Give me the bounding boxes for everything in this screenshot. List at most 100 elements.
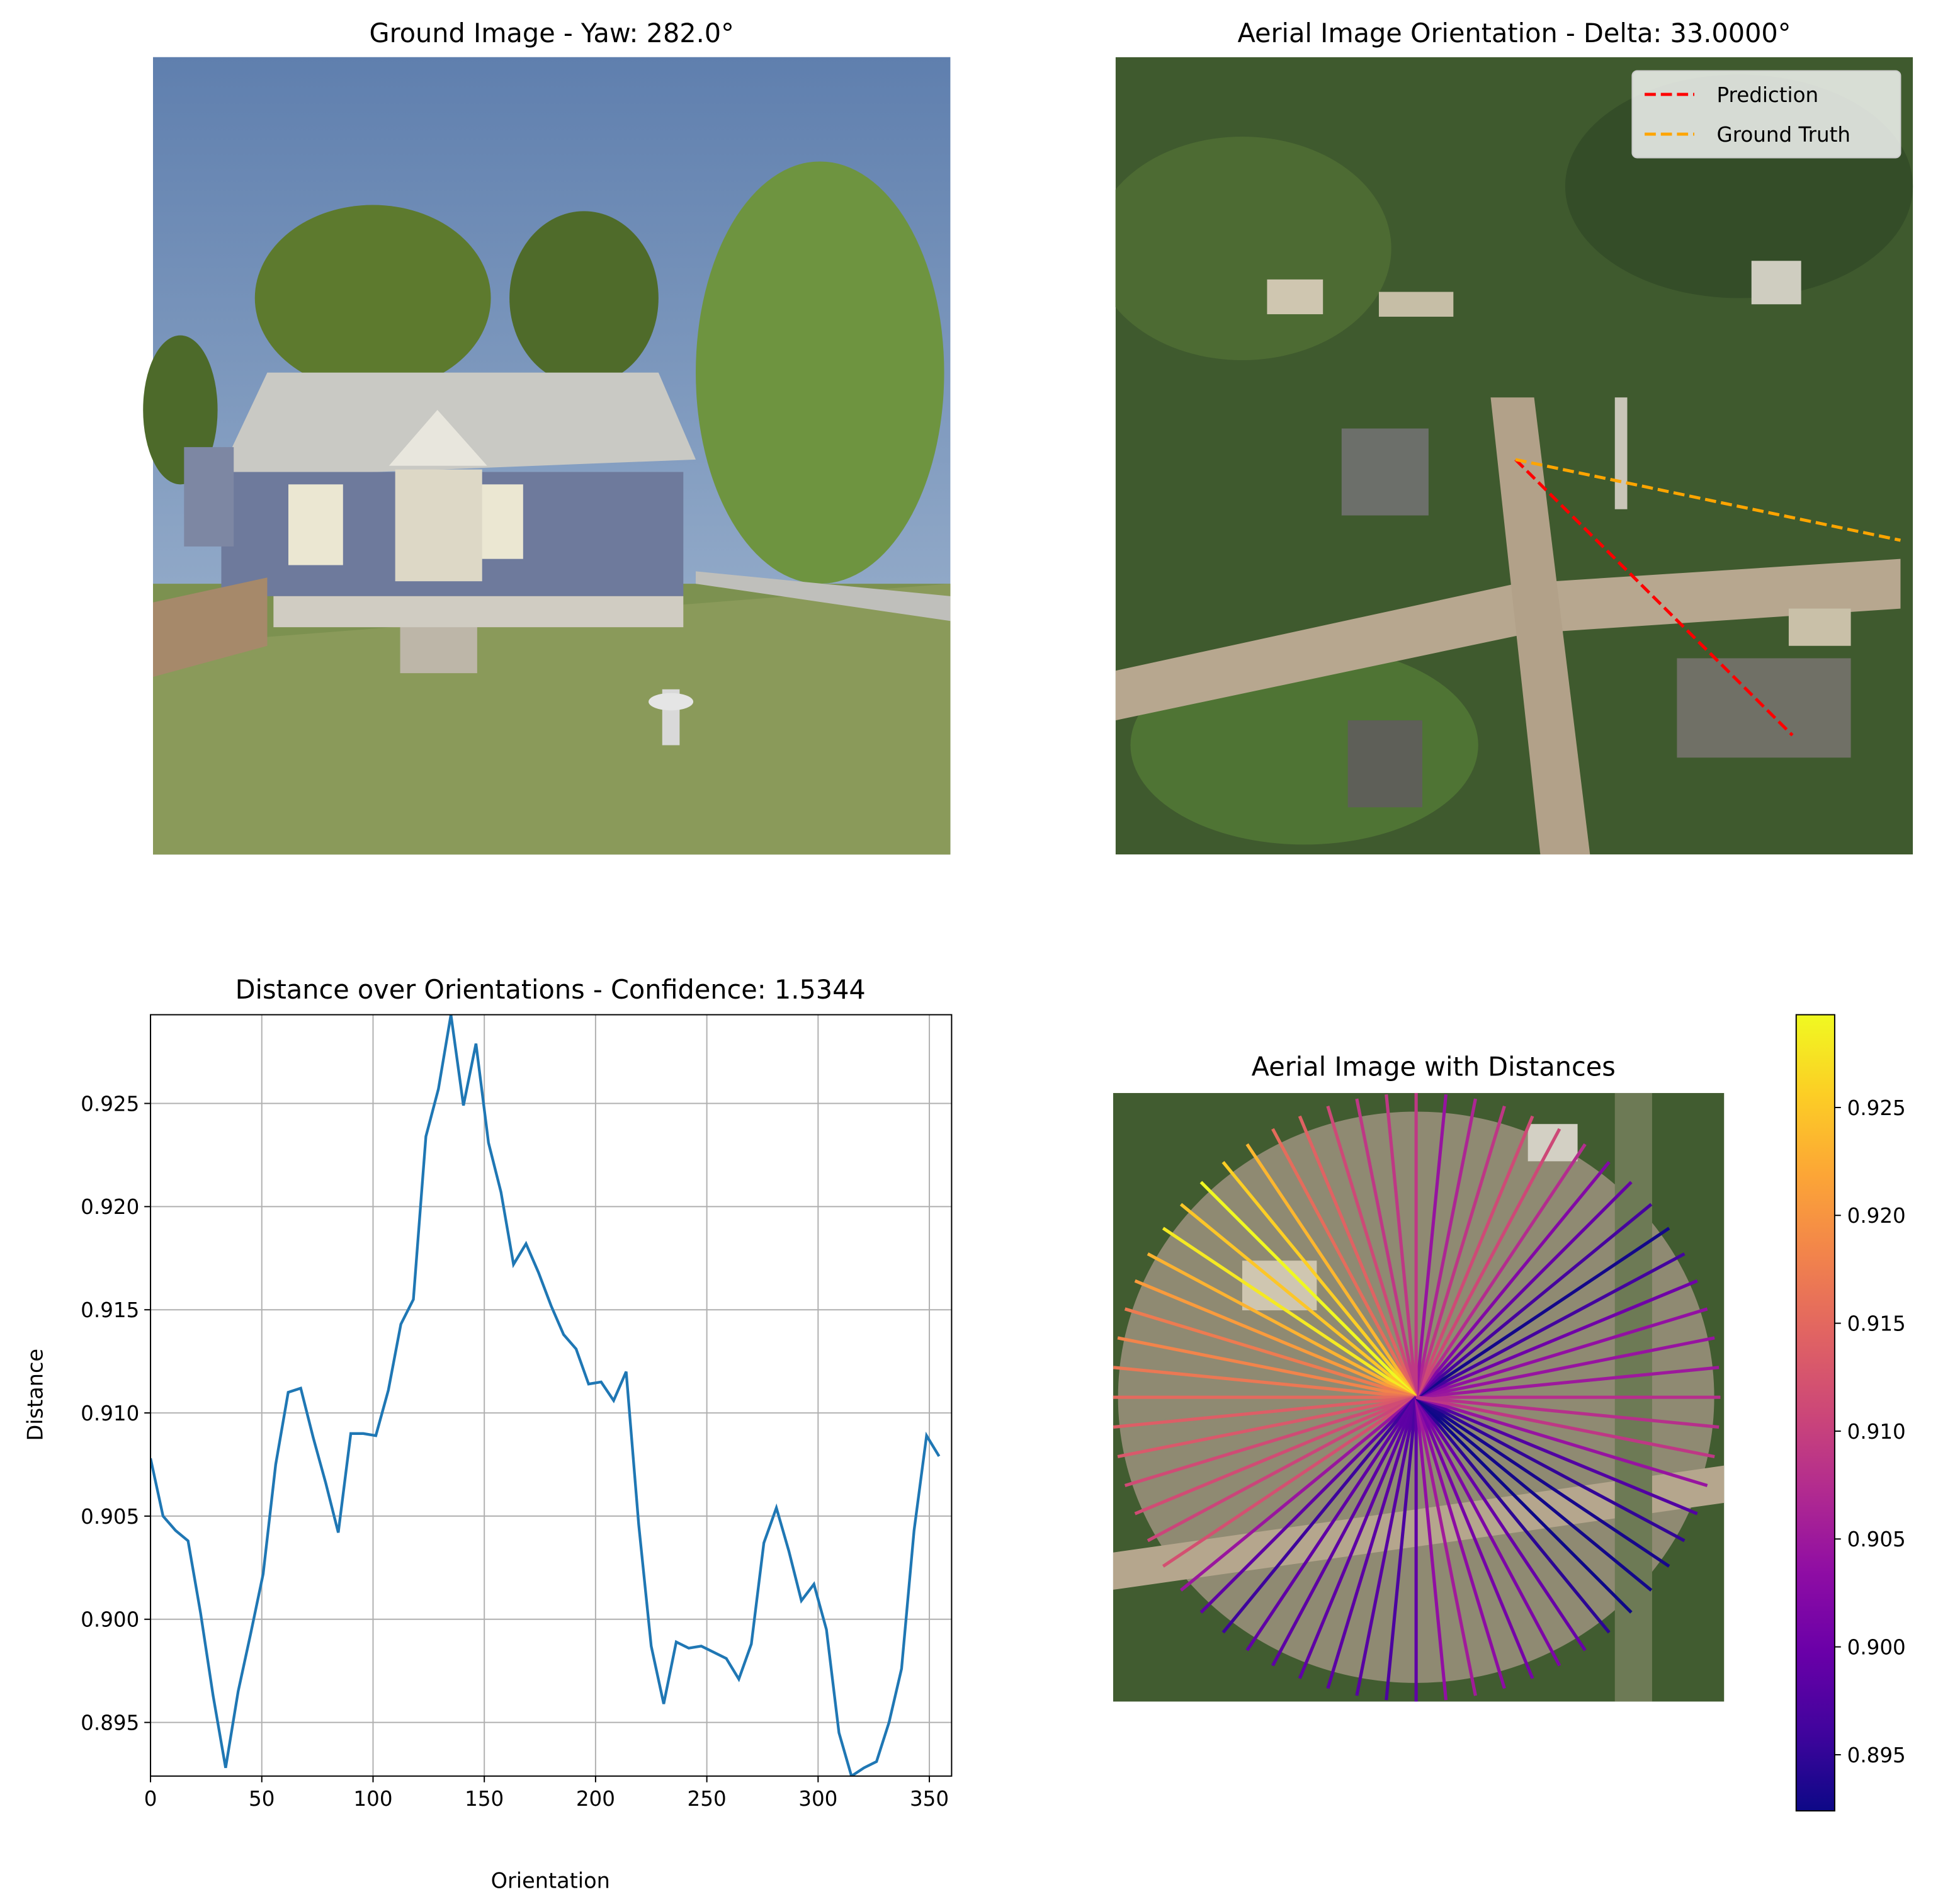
ray xyxy=(1415,1396,1587,1652)
ray xyxy=(1385,1094,1418,1398)
ray xyxy=(1415,1396,1670,1568)
ray xyxy=(1271,1396,1418,1667)
ray xyxy=(1134,1395,1417,1516)
ray xyxy=(1414,1094,1448,1398)
ray xyxy=(1117,1336,1417,1399)
ray xyxy=(1414,1397,1506,1689)
ray xyxy=(1414,1128,1561,1398)
ray xyxy=(1415,1252,1686,1399)
ray xyxy=(1414,1098,1477,1398)
ray xyxy=(1326,1397,1418,1689)
colorbar-tick-label: 0.900 xyxy=(1847,1635,1906,1659)
ray xyxy=(1147,1395,1417,1543)
ray xyxy=(1385,1397,1418,1701)
ray xyxy=(1326,1105,1418,1398)
ray xyxy=(1113,1366,1417,1399)
x-tick-label: 250 xyxy=(688,1787,727,1811)
y-tick-label: 0.905 xyxy=(81,1505,139,1529)
ray xyxy=(1245,1143,1418,1398)
y-tick-label: 0.915 xyxy=(81,1298,139,1322)
ground-truth-line xyxy=(1515,458,1901,542)
x-tick-label: 150 xyxy=(465,1787,504,1811)
prediction-line xyxy=(1514,458,1794,737)
ray xyxy=(1415,1395,1686,1543)
x-axis-label: Orientation xyxy=(491,1868,610,1893)
ray xyxy=(1414,1115,1534,1398)
colorbar-tick-label: 0.910 xyxy=(1847,1420,1906,1444)
ray xyxy=(1124,1395,1417,1487)
y-tick-label: 0.910 xyxy=(81,1402,139,1425)
x-tick-label: 350 xyxy=(910,1787,949,1811)
ray xyxy=(1162,1227,1417,1399)
x-tick-label: 300 xyxy=(798,1787,837,1811)
ray xyxy=(1298,1397,1418,1679)
colorbar-tick-label: 0.905 xyxy=(1847,1527,1906,1551)
ray xyxy=(1414,1397,1534,1679)
ray xyxy=(1414,1397,1448,1701)
colorbar-tick-label: 0.895 xyxy=(1847,1743,1906,1767)
ray xyxy=(1179,1396,1417,1592)
ray xyxy=(1245,1396,1418,1652)
line-plot: 0 50 100 150 200 250 300 350 0.895 0.900 0.905 0.91… xyxy=(81,1014,953,1811)
ray xyxy=(1415,1396,1653,1592)
ray xyxy=(1221,1160,1418,1398)
ray xyxy=(1415,1396,1633,1614)
colorbar-tick-label: 0.915 xyxy=(1847,1312,1906,1335)
rays xyxy=(1113,1092,1721,1702)
ray xyxy=(1271,1128,1418,1398)
ray xyxy=(1415,1181,1633,1398)
ray xyxy=(1415,1395,1720,1429)
ray xyxy=(1162,1396,1417,1568)
ray xyxy=(1415,1227,1670,1399)
x-tick-label: 0 xyxy=(144,1787,157,1811)
ray xyxy=(1117,1395,1417,1458)
x-tick-label: 100 xyxy=(353,1787,392,1811)
ray xyxy=(1221,1396,1418,1634)
ray xyxy=(1414,1397,1477,1696)
ray xyxy=(1414,1105,1506,1398)
y-tick-label: 0.920 xyxy=(81,1195,139,1219)
colorbar-tick-label: 0.925 xyxy=(1847,1096,1906,1120)
y-tick-label: 0.900 xyxy=(81,1608,139,1632)
ray xyxy=(1415,1396,1611,1634)
x-tick-label: 50 xyxy=(249,1787,275,1811)
data-line xyxy=(150,1014,941,1776)
aerial-title: Aerial Image Orientation - Delta: 33.000… xyxy=(1237,18,1791,48)
ray xyxy=(1415,1395,1715,1458)
ray xyxy=(1415,1203,1653,1399)
axes-frame xyxy=(150,1014,953,1777)
ray xyxy=(1415,1279,1698,1399)
ray xyxy=(1134,1279,1417,1399)
y-tick-label: 0.925 xyxy=(81,1092,139,1116)
ray xyxy=(1415,1336,1715,1399)
legend-entry: Ground Truth xyxy=(1717,123,1850,147)
ray xyxy=(1415,1307,1708,1399)
ray xyxy=(1415,1366,1720,1399)
ray xyxy=(1415,1143,1587,1398)
ground-title: Ground Image - Yaw: 282.0° xyxy=(370,18,734,48)
ray xyxy=(1415,1160,1611,1398)
ray xyxy=(1355,1397,1418,1696)
ray xyxy=(1414,1396,1561,1667)
ray xyxy=(1355,1098,1418,1398)
ray-title: Aerial Image with Distances xyxy=(1252,1051,1616,1082)
ground-image xyxy=(143,57,951,855)
ray xyxy=(1415,1395,1698,1516)
x-tick-label: 200 xyxy=(576,1787,615,1811)
legend: Prediction Ground Truth xyxy=(1631,70,1901,159)
colorbar-fill xyxy=(1795,1014,1835,1812)
y-axis-label: Distance xyxy=(23,1349,47,1441)
ray xyxy=(1147,1252,1417,1399)
y-tick-label: 0.895 xyxy=(81,1711,139,1735)
ray xyxy=(1199,1181,1417,1398)
ray xyxy=(1415,1395,1708,1487)
ray xyxy=(1113,1395,1417,1429)
legend-entry: Prediction xyxy=(1717,83,1819,107)
colorbar-tick-label: 0.920 xyxy=(1847,1204,1906,1228)
ray xyxy=(1199,1396,1417,1614)
ray xyxy=(1179,1203,1417,1399)
line-title: Distance over Orientations - Confidence:… xyxy=(235,975,866,1005)
ray xyxy=(1298,1115,1418,1398)
